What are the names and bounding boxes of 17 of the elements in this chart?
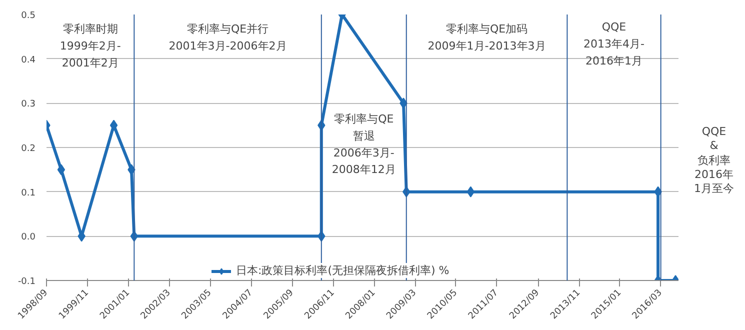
annotation: 零利率与QE加码 2009年1月-2013年3月 [428,22,546,52]
annotation: 零利率与QE并行 2001年3月-2006年2月 [168,22,287,52]
y-tick-label: 0.1 [21,188,36,198]
annotation: 零利率与QE 暂退 2006年3月- 2008年12月 [332,112,396,176]
point [110,120,118,131]
legend-label: 日本:政策目标利率(无担保隔夜拆借利率) % [236,263,450,278]
y-tick-label: 0.0 [21,232,36,243]
point [466,186,475,198]
text: QQE & 负利率2016年1月至今 [693,125,735,196]
annotation: QQE 2013年4月- 2016年1月 [584,20,645,68]
annotation: 零利率时期 1999年2月- 2001年2月 [60,22,121,70]
y-tick-label: 0.2 [21,144,36,154]
y-tick-label: 0.3 [21,100,36,110]
y-tick-label: 0.5 [21,11,36,21]
point [57,164,66,176]
y-tick-label: 0.4 [21,55,36,66]
y-tick-label: -0.1 [18,277,36,287]
